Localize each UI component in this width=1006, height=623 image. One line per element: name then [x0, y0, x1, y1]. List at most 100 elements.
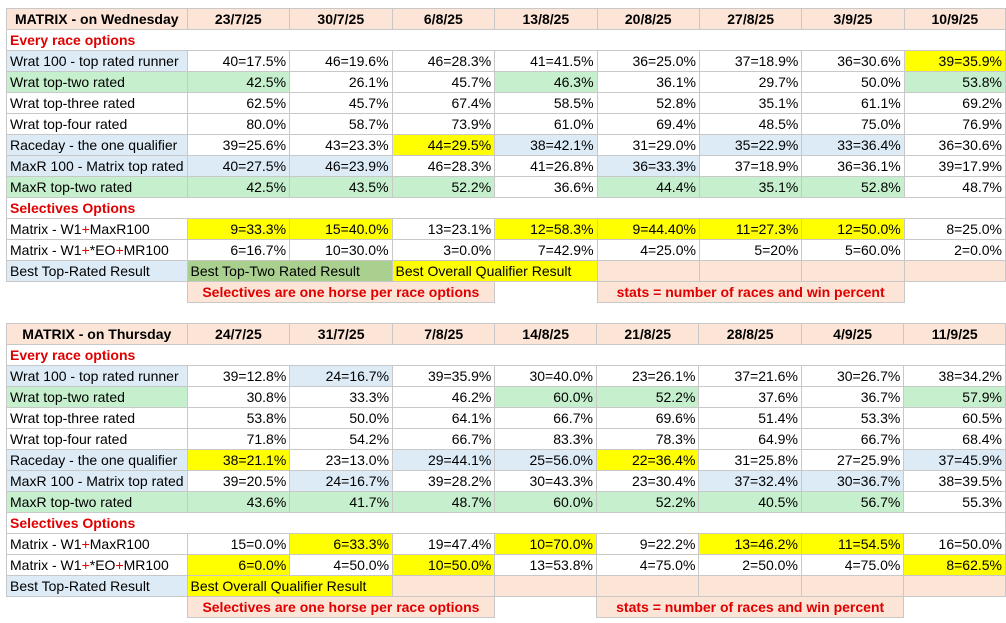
data-cell[interactable]: 33.3% [289, 386, 394, 408]
data-cell[interactable]: 41=26.8% [494, 155, 598, 177]
empty-cell[interactable] [904, 197, 1006, 219]
date-header[interactable]: 6/8/25 [391, 8, 496, 30]
empty-cell[interactable] [904, 281, 1006, 303]
data-cell[interactable]: 30=40.0% [494, 365, 597, 387]
data-cell[interactable]: 36=30.6% [801, 50, 905, 72]
data-cell[interactable]: 37=21.6% [698, 365, 802, 387]
row-label[interactable]: Matrix - W1+*EO+MR100 [6, 239, 188, 261]
data-cell[interactable]: 46=28.3% [391, 50, 496, 72]
empty-cell[interactable] [187, 197, 905, 219]
data-cell[interactable]: 69.6% [595, 407, 700, 429]
data-cell[interactable]: 27=25.9% [800, 449, 905, 471]
date-header[interactable]: 28/8/25 [698, 323, 802, 345]
data-cell[interactable]: 9=44.40% [596, 218, 700, 240]
legend-overall[interactable]: Best Overall Qualifier Result [186, 575, 394, 597]
data-cell[interactable]: 61.0% [494, 113, 598, 135]
data-cell[interactable]: 57.9% [903, 386, 1006, 408]
data-cell[interactable]: 2=0.0% [903, 239, 1006, 261]
data-cell[interactable]: 12=58.3% [494, 218, 598, 240]
data-cell[interactable]: 67.4% [391, 92, 496, 114]
data-cell[interactable]: 36.1% [596, 71, 700, 93]
data-cell[interactable]: 43.6% [186, 491, 291, 513]
section-header[interactable]: Selectives Options [6, 512, 188, 534]
data-cell[interactable]: 38=34.2% [903, 365, 1006, 387]
row-label[interactable]: MaxR 100 - Matrix top rated [6, 470, 188, 492]
data-cell[interactable]: 64.1% [392, 407, 496, 429]
data-cell[interactable]: 37=32.4% [698, 470, 802, 492]
data-cell[interactable]: 46=23.9% [289, 155, 393, 177]
data-cell[interactable]: 37=45.9% [903, 449, 1006, 471]
empty-cell[interactable] [392, 575, 496, 597]
data-cell[interactable]: 69.4% [596, 113, 700, 135]
data-cell[interactable]: 68.4% [903, 428, 1006, 450]
row-label[interactable]: Wrat top-four rated [6, 113, 188, 135]
data-cell[interactable]: 6=0.0% [186, 554, 291, 576]
empty-cell[interactable] [595, 575, 700, 597]
data-cell[interactable]: 64.9% [698, 428, 802, 450]
data-cell[interactable]: 24=16.7% [289, 365, 394, 387]
data-cell[interactable]: 42.5% [186, 176, 291, 198]
data-cell[interactable]: 37.6% [698, 386, 802, 408]
data-cell[interactable]: 39=20.5% [186, 470, 291, 492]
data-cell[interactable]: 13=53.8% [494, 554, 597, 576]
data-cell[interactable]: 6=33.3% [289, 533, 394, 555]
data-cell[interactable]: 36.7% [800, 386, 905, 408]
data-cell[interactable]: 46.3% [494, 71, 598, 93]
data-cell[interactable]: 50.0% [289, 407, 394, 429]
data-cell[interactable]: 4=75.0% [800, 554, 905, 576]
legend-top-two[interactable]: Best Top-Two Rated Result [186, 260, 393, 282]
data-cell[interactable]: 13=46.2% [698, 533, 802, 555]
row-label[interactable]: MaxR top-two rated [6, 176, 188, 198]
data-cell[interactable]: 4=25.0% [596, 239, 700, 261]
data-cell[interactable]: 25=56.0% [494, 449, 597, 471]
data-cell[interactable]: 83.3% [494, 428, 597, 450]
data-cell[interactable]: 36=36.1% [801, 155, 905, 177]
data-cell[interactable]: 19=47.4% [392, 533, 496, 555]
data-cell[interactable]: 71.8% [186, 428, 291, 450]
data-cell[interactable]: 39=35.9% [903, 50, 1006, 72]
data-cell[interactable]: 60.5% [903, 407, 1006, 429]
date-header[interactable]: 24/7/25 [186, 323, 291, 345]
data-cell[interactable]: 54.2% [289, 428, 394, 450]
data-cell[interactable]: 53.3% [800, 407, 905, 429]
data-cell[interactable]: 53.8% [903, 71, 1006, 93]
empty-cell[interactable] [698, 575, 802, 597]
data-cell[interactable]: 9=22.2% [595, 533, 700, 555]
data-cell[interactable]: 80.0% [186, 113, 291, 135]
data-cell[interactable]: 11=54.5% [800, 533, 905, 555]
row-label[interactable]: Wrat top-two rated [6, 386, 188, 408]
data-cell[interactable]: 23=13.0% [289, 449, 394, 471]
data-cell[interactable]: 45.7% [289, 92, 393, 114]
date-header[interactable]: 7/8/25 [392, 323, 496, 345]
data-cell[interactable]: 29=44.1% [392, 449, 496, 471]
data-cell[interactable]: 30=36.7% [800, 470, 905, 492]
date-header[interactable]: 31/7/25 [289, 323, 394, 345]
row-label[interactable]: Wrat top-three rated [6, 407, 188, 429]
data-cell[interactable]: 75.0% [801, 113, 905, 135]
legend-overall[interactable]: Best Overall Qualifier Result [391, 260, 598, 282]
date-header[interactable]: 13/8/25 [494, 8, 598, 30]
data-cell[interactable]: 3=0.0% [391, 239, 496, 261]
data-cell[interactable]: 52.2% [391, 176, 496, 198]
empty-cell[interactable] [187, 512, 904, 534]
data-cell[interactable]: 10=70.0% [494, 533, 597, 555]
data-cell[interactable]: 6=16.7% [186, 239, 291, 261]
row-label[interactable]: MaxR top-two rated [6, 491, 188, 513]
data-cell[interactable]: 36.6% [494, 176, 598, 198]
data-cell[interactable]: 61.1% [801, 92, 905, 114]
date-header[interactable]: 14/8/25 [494, 323, 597, 345]
legend-top-rated[interactable]: Best Top-Rated Result [6, 260, 188, 282]
data-cell[interactable]: 46.2% [392, 386, 496, 408]
row-label[interactable]: Wrat 100 - top rated runner [6, 365, 188, 387]
note-stats[interactable]: stats = number of races and win percent [596, 281, 905, 303]
empty-cell[interactable] [903, 575, 1006, 597]
data-cell[interactable]: 31=29.0% [596, 134, 700, 156]
data-cell[interactable]: 4=75.0% [595, 554, 700, 576]
date-header[interactable]: 4/9/25 [800, 323, 905, 345]
date-header[interactable]: 23/7/25 [186, 8, 291, 30]
data-cell[interactable]: 76.9% [903, 113, 1006, 135]
date-header[interactable]: 21/8/25 [595, 323, 700, 345]
data-cell[interactable]: 41.7% [289, 491, 394, 513]
data-cell[interactable]: 38=21.1% [186, 449, 291, 471]
data-cell[interactable]: 52.8% [596, 92, 700, 114]
